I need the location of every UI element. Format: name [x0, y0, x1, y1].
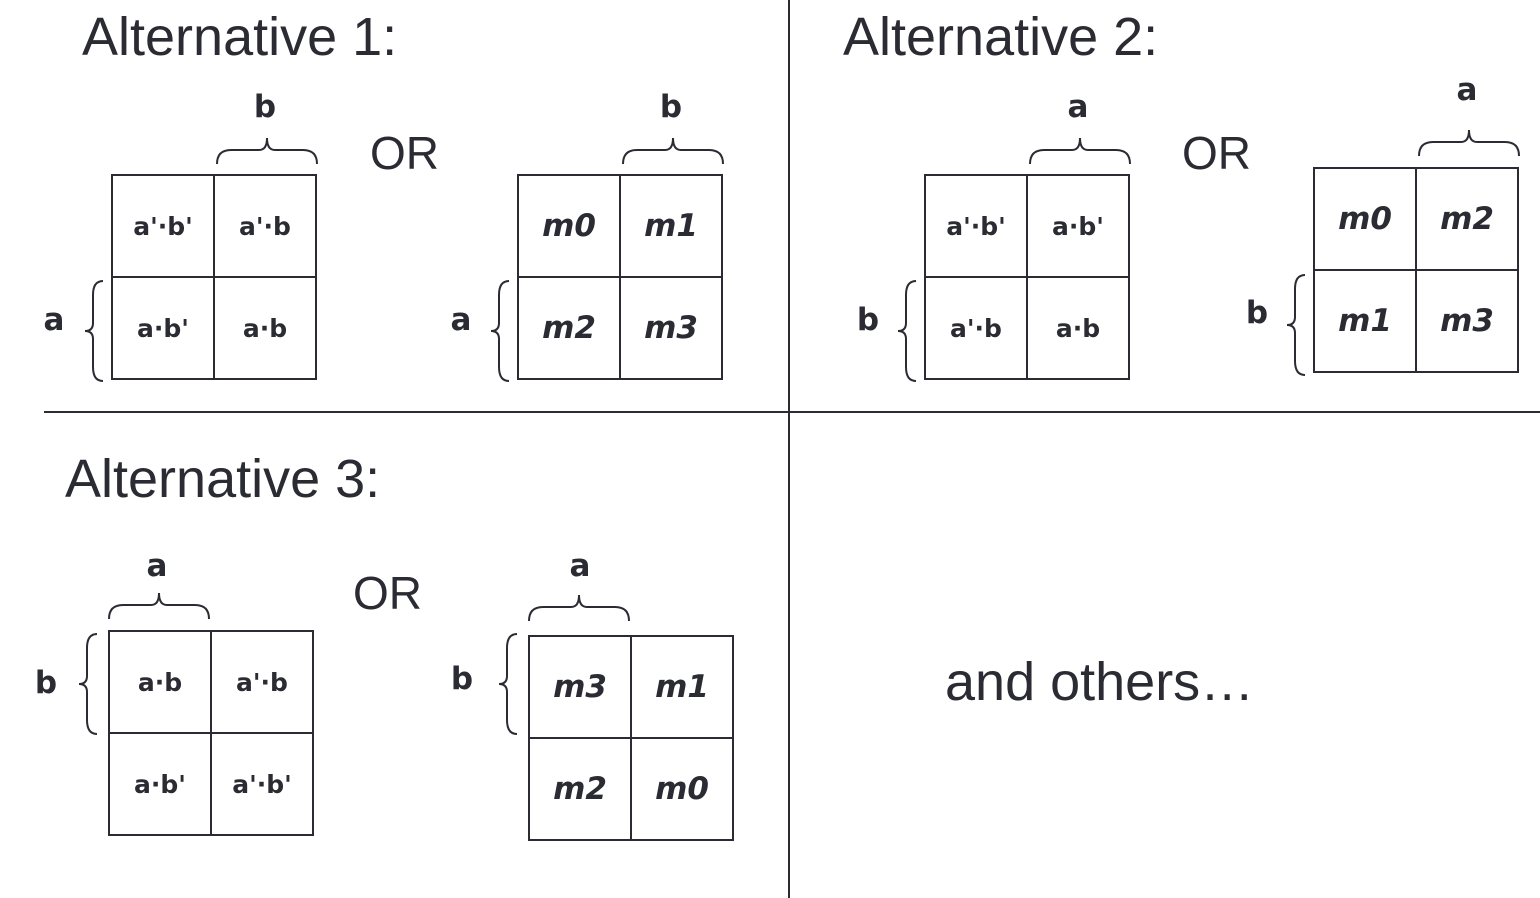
row-brace	[897, 280, 917, 382]
karnaugh-map: m0 m2 m1 m3	[1313, 167, 1519, 373]
column-brace	[622, 137, 724, 165]
kmap-cell: m3	[619, 276, 723, 380]
kmap-cell: m2	[517, 276, 621, 380]
row-brace	[84, 280, 104, 382]
karnaugh-map: m3 m1 m2 m0	[528, 635, 734, 841]
kmap-row: m0 m2	[1313, 167, 1519, 271]
kmap-cell: m3	[528, 635, 632, 739]
alternative-1-or-label: OR	[370, 127, 439, 179]
horizontal-divider	[44, 411, 1540, 413]
column-variable-label: a	[1456, 72, 1478, 108]
row-brace	[1286, 274, 1306, 376]
kmap-cell: m0	[630, 737, 734, 841]
kmap-row: m1 m3	[1313, 269, 1519, 373]
column-variable-label: b	[253, 89, 277, 125]
row-variable-label: a	[450, 302, 472, 338]
row-brace	[490, 280, 510, 382]
kmap-row: a'·b a·b	[924, 276, 1130, 380]
row-brace	[78, 633, 98, 735]
kmap-row: a·b' a·b	[111, 276, 317, 380]
kmap-cell: a'·b	[924, 276, 1028, 380]
kmap-cell: m3	[1415, 269, 1519, 373]
row-variable-label: a	[43, 302, 65, 338]
kmap-cell: m1	[1313, 269, 1417, 373]
column-brace	[1418, 129, 1520, 157]
row-variable-label: b	[856, 302, 880, 338]
vertical-divider	[788, 0, 790, 898]
karnaugh-map: a·b a'·b a·b' a'·b'	[108, 630, 314, 836]
kmap-row: a'·b' a·b'	[924, 174, 1130, 278]
kmap-cell: a'·b'	[111, 174, 215, 278]
column-variable-label: a	[569, 548, 591, 584]
closing-text: and others…	[945, 652, 1255, 712]
kmap-row: a·b' a'·b'	[108, 732, 314, 836]
kmap-row: m3 m1	[528, 635, 734, 739]
kmap-cell: a'·b	[210, 630, 314, 734]
kmap-row: m2 m3	[517, 276, 723, 380]
kmap-cell: m2	[528, 737, 632, 841]
kmap-cell: m1	[619, 174, 723, 278]
kmap-cell: a'·b'	[924, 174, 1028, 278]
kmap-cell: a·b'	[111, 276, 215, 380]
column-brace	[216, 137, 318, 165]
column-brace	[108, 592, 210, 620]
row-variable-label: b	[34, 665, 58, 701]
row-brace	[498, 633, 518, 735]
kmap-cell: m2	[1415, 167, 1519, 271]
column-brace	[528, 594, 630, 622]
karnaugh-map: a'·b' a·b' a'·b a·b	[924, 174, 1130, 380]
kmap-cell: m0	[517, 174, 621, 278]
column-variable-label: b	[659, 89, 683, 125]
kmap-row: m2 m0	[528, 737, 734, 841]
column-variable-label: a	[1067, 89, 1089, 125]
kmap-cell: a'·b	[213, 174, 317, 278]
row-variable-label: b	[450, 661, 474, 697]
alternative-2-title: Alternative 2:	[843, 7, 1159, 67]
row-variable-label: b	[1245, 295, 1269, 331]
kmap-cell: a·b	[108, 630, 212, 734]
alternative-2-or-label: OR	[1182, 127, 1251, 179]
column-variable-label: a	[146, 548, 168, 584]
karnaugh-map: a'·b' a'·b a·b' a·b	[111, 174, 317, 380]
alternative-3-title: Alternative 3:	[65, 449, 381, 509]
alternative-3-or-label: OR	[353, 567, 422, 619]
alternative-1-title: Alternative 1:	[82, 7, 398, 67]
kmap-cell: a·b	[1026, 276, 1130, 380]
kmap-cell: a·b'	[108, 732, 212, 836]
kmap-row: a'·b' a'·b	[111, 174, 317, 278]
kmap-row: a·b a'·b	[108, 630, 314, 734]
column-brace	[1029, 137, 1131, 165]
kmap-cell: a·b'	[1026, 174, 1130, 278]
kmap-cell: m0	[1313, 167, 1417, 271]
kmap-row: m0 m1	[517, 174, 723, 278]
kmap-cell: m1	[630, 635, 734, 739]
karnaugh-map: m0 m1 m2 m3	[517, 174, 723, 380]
kmap-cell: a·b	[213, 276, 317, 380]
kmap-cell: a'·b'	[210, 732, 314, 836]
